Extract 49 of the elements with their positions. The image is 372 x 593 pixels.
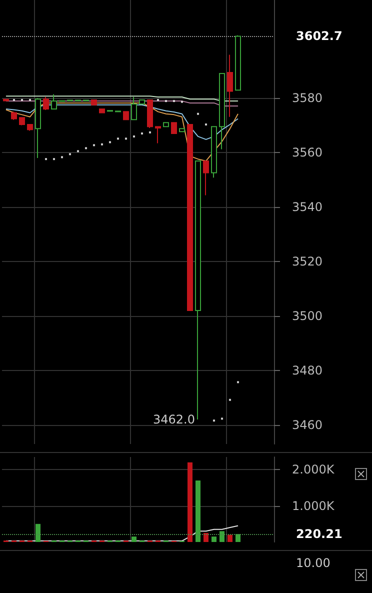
bar xyxy=(236,534,240,542)
candlestick xyxy=(99,108,105,114)
candlestick xyxy=(211,126,217,178)
bar xyxy=(188,462,192,542)
candlestick xyxy=(51,94,57,110)
candlestick xyxy=(227,54,233,118)
candlestick xyxy=(11,111,17,120)
bar xyxy=(36,524,40,542)
ref-line-label: 220.21 xyxy=(296,527,342,542)
ref-line-label: 3602.7 xyxy=(296,29,342,44)
y-tick-label: 3460 xyxy=(292,418,323,432)
bar xyxy=(196,480,200,542)
candlestick xyxy=(171,122,177,134)
candlestick xyxy=(43,96,49,111)
candlestick xyxy=(123,111,129,120)
candlestick xyxy=(179,128,185,132)
bar xyxy=(204,532,208,542)
bar xyxy=(228,534,232,542)
y-tick-label: 3540 xyxy=(292,200,323,214)
y-tick-label: 3500 xyxy=(292,308,323,323)
candlestick xyxy=(19,116,25,126)
line-series xyxy=(6,525,238,542)
bar xyxy=(212,536,216,542)
y-tick-label: 3580 xyxy=(292,91,323,106)
candlestick xyxy=(91,99,97,106)
candlestick xyxy=(27,123,33,132)
bar xyxy=(220,531,224,542)
y-tick-label: 3520 xyxy=(292,254,323,268)
candlestick xyxy=(203,160,209,196)
candlestick xyxy=(35,98,41,158)
y-tick-label: 1.000K xyxy=(292,498,336,513)
y-tick-label: 3480 xyxy=(292,363,323,378)
candlestick xyxy=(139,99,145,105)
candlestick xyxy=(235,34,241,91)
candlestick xyxy=(219,73,225,150)
bar xyxy=(132,536,136,542)
y-tick-label: 3560 xyxy=(292,146,323,160)
candlestick xyxy=(131,96,137,120)
annotation: 3462.0 xyxy=(153,412,195,426)
line-series xyxy=(6,104,238,140)
candlestick xyxy=(195,160,201,420)
y-tick-label: 2.000K xyxy=(292,462,336,477)
candlestick xyxy=(163,122,169,128)
candlestick xyxy=(3,98,9,102)
candlestick xyxy=(187,124,193,312)
line-series xyxy=(6,102,238,162)
candlestick xyxy=(155,126,161,144)
text: 10.00 xyxy=(296,556,330,570)
candlestick xyxy=(147,99,153,129)
